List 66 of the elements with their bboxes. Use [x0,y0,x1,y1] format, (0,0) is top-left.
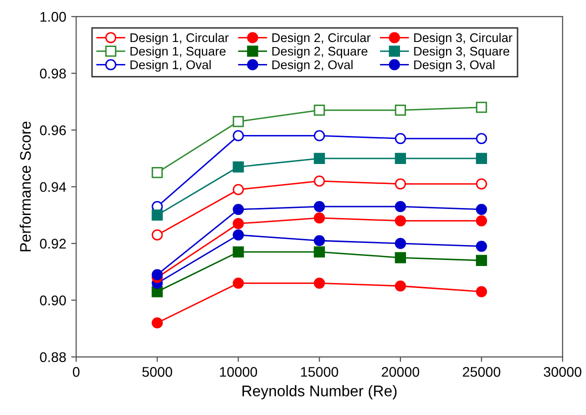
point [314,235,325,246]
point [152,269,163,280]
y-axis-title: Performance Score [20,122,31,252]
point [232,161,244,172]
x-tick-label: 10000 [220,366,258,377]
x-axis-title: Reynolds Number (Re) [242,385,397,400]
x-tick-label: 20000 [382,366,420,377]
point [394,238,406,250]
legend-label: Design 2, Circular [272,32,370,45]
point [314,104,325,116]
legend-label: Design 3, Oval [414,60,494,72]
legend-label: Design 2, Oval [272,60,353,72]
point [152,210,163,221]
point [314,152,325,164]
point [476,215,488,226]
y-tick-label: 0.98 [40,68,66,78]
legend-label: Design 1, Circular [130,32,229,45]
point [314,176,325,187]
point [394,132,406,144]
x-tick-label: 15000 [301,366,338,377]
point [232,130,244,142]
y-tick-label: 0.94 [40,182,66,192]
point [232,278,244,289]
point [314,246,325,258]
point [232,218,244,230]
x-tick-label: 25000 [462,366,500,377]
point [476,240,488,252]
point [476,178,488,190]
point [476,254,488,266]
point [394,104,406,116]
legend-label: Design 2, Square [272,46,368,58]
point [232,229,244,241]
point [476,286,488,298]
y-tick-label: 0.96 [40,125,66,136]
x-tick-label: 30000 [544,366,582,377]
point [152,167,163,178]
y-tick-label: 1.00 [40,12,66,22]
point [476,132,488,144]
point [476,204,488,215]
legend-label: Design 3, Square [414,46,510,58]
legend-label: Design 1, Square [130,46,226,58]
point [476,102,488,113]
legend-label: Design 1, Oval [130,60,211,72]
point [394,280,406,292]
point [394,152,406,164]
y-tick-label: 0.88 [40,352,66,362]
x-tick-label: 0 [72,366,80,377]
point [232,116,244,128]
y-tick-label: 0.90 [40,296,66,306]
point [232,204,244,215]
y-tick-label: 0.92 [40,238,66,249]
point [232,246,244,258]
point [476,152,488,164]
point [394,201,406,212]
point [314,130,325,142]
point [314,212,325,224]
point [394,215,406,226]
point [152,317,163,328]
x-tick-label: 5000 [142,366,172,377]
point [394,178,406,190]
point [314,278,325,289]
legend-label: Design 3, Circular [414,32,512,45]
point [394,252,406,264]
point [152,229,163,241]
point [314,201,325,212]
point [232,184,244,196]
